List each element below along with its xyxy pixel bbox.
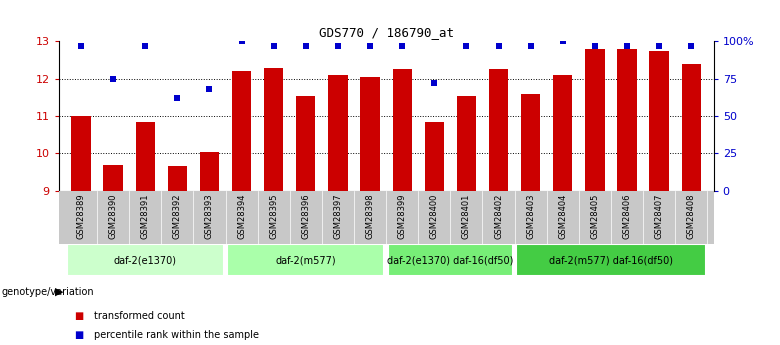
Point [363,43,376,49]
Text: GSM28407: GSM28407 [654,193,664,239]
Bar [136,122,155,191]
Point [107,76,119,81]
Bar [682,64,701,191]
Point [653,43,665,49]
Point [300,43,312,49]
Point [428,80,441,86]
Text: percentile rank within the sample: percentile rank within the sample [94,330,259,339]
Point [396,43,409,49]
Text: GSM28390: GSM28390 [108,193,118,239]
Bar [227,244,385,276]
Bar [200,151,219,191]
Point [171,95,183,101]
Text: GSM28402: GSM28402 [494,193,503,239]
Point [204,86,216,92]
Text: ▶: ▶ [55,287,63,296]
Point [139,43,151,49]
Bar [392,69,412,191]
Point [75,43,87,49]
Bar [66,244,224,276]
Point [332,43,344,49]
Text: genotype/variation: genotype/variation [2,287,94,296]
Bar [360,77,380,191]
Bar [457,96,476,191]
Point [589,43,601,49]
Text: ■: ■ [74,330,83,339]
Bar [104,165,122,191]
Text: GSM28403: GSM28403 [526,193,535,239]
Text: GSM28405: GSM28405 [590,193,599,239]
Text: daf-2(m577) daf-16(df50): daf-2(m577) daf-16(df50) [549,255,673,265]
Bar [516,244,706,276]
Text: transformed count: transformed count [94,311,184,321]
Bar [521,93,541,191]
Text: GSM28389: GSM28389 [76,193,86,239]
Text: GSM28393: GSM28393 [205,193,214,239]
Text: GSM28408: GSM28408 [686,193,696,239]
Text: GSM28392: GSM28392 [173,193,182,239]
Bar [489,69,508,191]
Bar [71,116,90,191]
Bar [296,96,315,191]
Text: GSM28406: GSM28406 [622,193,632,239]
Text: GSM28400: GSM28400 [430,193,439,239]
Point [621,43,633,49]
Bar [388,244,513,276]
Point [492,43,505,49]
Text: GSM28395: GSM28395 [269,193,278,239]
Bar [585,49,604,191]
Text: GSM28396: GSM28396 [301,193,310,239]
Point [268,43,280,49]
Bar [168,166,187,191]
Text: GSM28391: GSM28391 [140,193,150,239]
Bar [328,75,348,191]
Title: GDS770 / 186790_at: GDS770 / 186790_at [318,26,454,39]
Point [236,39,248,44]
Text: ■: ■ [74,311,83,321]
Point [460,43,473,49]
Bar [232,71,251,191]
Text: GSM28404: GSM28404 [558,193,567,239]
Point [524,43,537,49]
Bar [617,49,636,191]
Bar [553,75,573,191]
Text: GSM28399: GSM28399 [398,193,406,239]
Text: GSM28401: GSM28401 [462,193,471,239]
Text: daf-2(e1370): daf-2(e1370) [114,255,177,265]
Point [556,39,569,44]
Text: daf-2(e1370) daf-16(df50): daf-2(e1370) daf-16(df50) [387,255,513,265]
Text: GSM28397: GSM28397 [333,193,342,239]
Point [685,43,697,49]
Bar [650,51,668,191]
Bar [264,68,283,191]
Text: GSM28398: GSM28398 [366,193,374,239]
Bar [424,122,444,191]
Text: daf-2(m577): daf-2(m577) [275,255,336,265]
Text: GSM28394: GSM28394 [237,193,246,239]
